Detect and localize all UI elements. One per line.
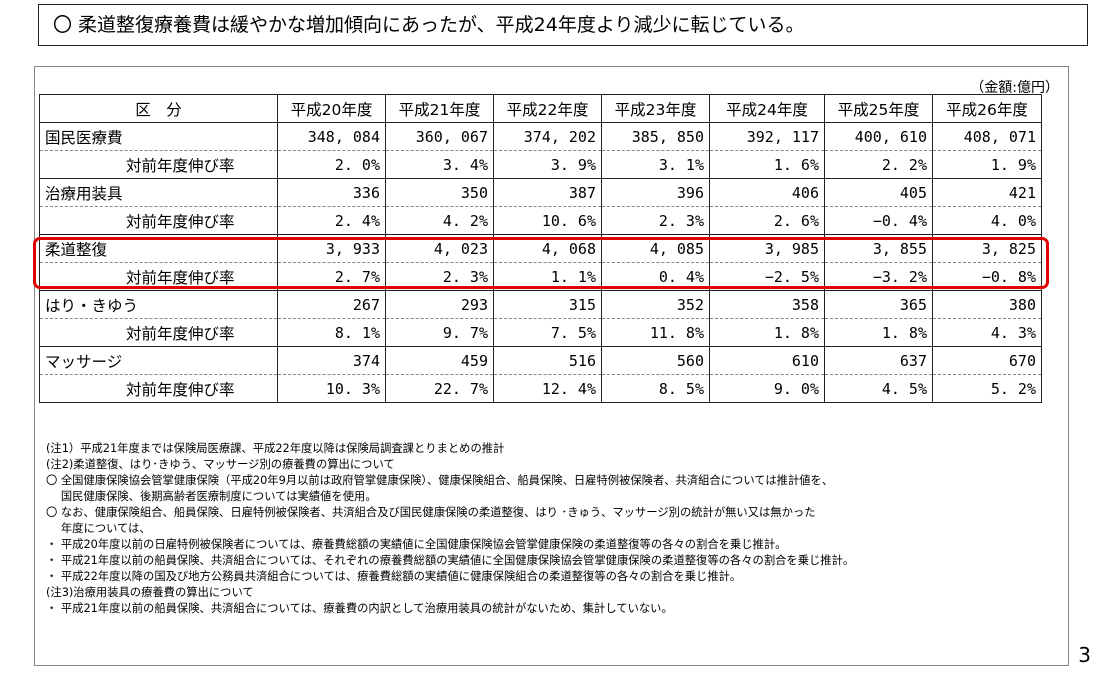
rate-cell: 12. 4% bbox=[493, 374, 602, 403]
rate-label: 対前年度伸び率 bbox=[39, 150, 278, 179]
footnote-line: 〇 なお、健康保険組合、船員保険、日雇特例被保険者、共済組合及び国民健康保険の柔… bbox=[46, 506, 816, 519]
value-cell: 560 bbox=[601, 346, 710, 375]
rate-label: 対前年度伸び率 bbox=[39, 206, 278, 235]
value-cell: 352 bbox=[601, 290, 710, 319]
rate-cell: 1. 6% bbox=[709, 150, 825, 179]
rate-cell: 4. 3% bbox=[932, 318, 1042, 347]
rate-cell: 9. 7% bbox=[385, 318, 494, 347]
table-row: 国民医療費 348, 084 360, 067 374, 202 385, 850 392… bbox=[39, 122, 1042, 151]
footnote-line: ・ 平成21年度以前の船員保険、共済組合については、それぞれの療養費総額の実績値… bbox=[46, 554, 855, 567]
value-cell: 350 bbox=[385, 178, 494, 207]
value-cell: 374 bbox=[277, 346, 386, 375]
rate-cell: 7. 5% bbox=[493, 318, 602, 347]
value-cell: 421 bbox=[932, 178, 1042, 207]
value-cell: 358 bbox=[709, 290, 825, 319]
rate-cell: 11. 8% bbox=[601, 318, 710, 347]
header-year: 平成22年度 bbox=[493, 94, 602, 123]
value-cell: 293 bbox=[385, 290, 494, 319]
footnote-line: 国民健康保険、後期高齢者医療制度については実績値を使用。 bbox=[46, 490, 377, 503]
footnote-line: ・ 平成21年度以前の船員保険、共済組合については、療養費の内訳として治療用装具… bbox=[46, 602, 673, 615]
rate-cell: 2. 4% bbox=[277, 206, 386, 235]
header-year: 平成26年度 bbox=[932, 94, 1042, 123]
rate-cell: 10. 6% bbox=[493, 206, 602, 235]
header-category: 区 分 bbox=[39, 94, 278, 123]
rate-cell: 10. 3% bbox=[277, 374, 386, 403]
rate-cell: 4. 0% bbox=[932, 206, 1042, 235]
value-cell: 387 bbox=[493, 178, 602, 207]
rate-cell: 3. 9% bbox=[493, 150, 602, 179]
table-row: 対前年度伸び率 8. 1% 9. 7% 7. 5% 11. 8% 1. 8% 1. 8% 4.… bbox=[39, 318, 1042, 347]
rate-cell: 2. 0% bbox=[277, 150, 386, 179]
value-cell: 406 bbox=[709, 178, 825, 207]
row-category-label: 治療用装具 bbox=[39, 178, 278, 207]
page-number: 3 bbox=[1078, 643, 1091, 667]
rate-cell: −0. 4% bbox=[824, 206, 933, 235]
footnotes: (注1）平成21年度までは保険局医療課、平成22年度以降は保険局調査課とりまとめ… bbox=[46, 441, 1046, 617]
table-row: マッサージ 374 459 516 560 610 637 670 bbox=[39, 346, 1042, 375]
header-year: 平成25年度 bbox=[824, 94, 933, 123]
rate-label: 対前年度伸び率 bbox=[39, 318, 278, 347]
value-cell: 516 bbox=[493, 346, 602, 375]
table-header-row: 区 分 平成20年度 平成21年度 平成22年度 平成23年度 平成24年度 平… bbox=[39, 94, 1042, 123]
value-cell: 374, 202 bbox=[493, 122, 602, 151]
rate-label: 対前年度伸び率 bbox=[39, 374, 278, 403]
value-cell: 408, 071 bbox=[932, 122, 1042, 151]
rate-cell: 22. 7% bbox=[385, 374, 494, 403]
row-category-label: 国民医療費 bbox=[39, 122, 278, 151]
row-category-label: はり・きゆう bbox=[39, 290, 278, 319]
row-category-label: マッサージ bbox=[39, 346, 278, 375]
value-cell: 670 bbox=[932, 346, 1042, 375]
headline: 〇 柔道整復療養費は緩やかな増加傾向にあったが、平成24年度より減少に転じている… bbox=[38, 4, 1088, 46]
expense-table: 区 分 平成20年度 平成21年度 平成22年度 平成23年度 平成24年度 平… bbox=[39, 94, 1042, 403]
rate-cell: 8. 5% bbox=[601, 374, 710, 403]
rate-cell: 3. 1% bbox=[601, 150, 710, 179]
header-year: 平成23年度 bbox=[601, 94, 710, 123]
footnote-line: (注3)治療用装具の療養費の算出について bbox=[46, 586, 254, 599]
table-row: 対前年度伸び率 2. 0% 3. 4% 3. 9% 3. 1% 1. 6% 2. 2% 1. … bbox=[39, 150, 1042, 179]
footnote-line: ・ 平成20年度以前の日雇特例被保険者については、療養費総額の実績値に全国健康保… bbox=[46, 538, 787, 551]
table-row: 対前年度伸び率 2. 4% 4. 2% 10. 6% 2. 3% 2. 6% −0. 4% 4… bbox=[39, 206, 1042, 235]
rate-cell: 5. 2% bbox=[932, 374, 1042, 403]
table-row: 治療用装具 336 350 387 396 406 405 421 bbox=[39, 178, 1042, 207]
rate-cell: 4. 2% bbox=[385, 206, 494, 235]
value-cell: 385, 850 bbox=[601, 122, 710, 151]
unit-label: （金額:億円） bbox=[970, 80, 1059, 96]
value-cell: 348, 084 bbox=[277, 122, 386, 151]
value-cell: 315 bbox=[493, 290, 602, 319]
value-cell: 336 bbox=[277, 178, 386, 207]
rate-cell: 1. 9% bbox=[932, 150, 1042, 179]
value-cell: 396 bbox=[601, 178, 710, 207]
value-cell: 459 bbox=[385, 346, 494, 375]
footnote-line: ・ 平成22年度以降の国及び地方公務員共済組合については、療養費総額の実績値に健… bbox=[46, 570, 742, 583]
footnote-line: (注1）平成21年度までは保険局医療課、平成22年度以降は保険局調査課とりまとめ… bbox=[46, 442, 505, 455]
rate-cell: 1. 8% bbox=[824, 318, 933, 347]
content-panel bbox=[34, 66, 1069, 666]
rate-cell: 8. 1% bbox=[277, 318, 386, 347]
value-cell: 637 bbox=[824, 346, 933, 375]
value-cell: 365 bbox=[824, 290, 933, 319]
value-cell: 610 bbox=[709, 346, 825, 375]
header-year: 平成21年度 bbox=[385, 94, 494, 123]
footnote-line: (注2)柔道整復、はり･きゆう、マッサージ別の療養費の算出について bbox=[46, 458, 395, 471]
footnote-line: 〇 全国健康保険協会管掌健康保険（平成20年9月以前は政府管掌健康保険）、健康保… bbox=[46, 474, 834, 487]
judo-highlight-box bbox=[33, 237, 1049, 289]
value-cell: 380 bbox=[932, 290, 1042, 319]
header-year: 平成20年度 bbox=[277, 94, 386, 123]
rate-cell: 1. 8% bbox=[709, 318, 825, 347]
table-row: 対前年度伸び率 10. 3% 22. 7% 12. 4% 8. 5% 9. 0% 4. 5%… bbox=[39, 374, 1042, 403]
table-row: はり・きゆう 267 293 315 352 358 365 380 bbox=[39, 290, 1042, 319]
footnote-line: 年度については、 bbox=[46, 522, 151, 535]
header-year: 平成24年度 bbox=[709, 94, 825, 123]
rate-cell: 2. 6% bbox=[709, 206, 825, 235]
rate-cell: 9. 0% bbox=[709, 374, 825, 403]
rate-cell: 4. 5% bbox=[824, 374, 933, 403]
value-cell: 400, 610 bbox=[824, 122, 933, 151]
value-cell: 405 bbox=[824, 178, 933, 207]
rate-cell: 2. 3% bbox=[601, 206, 710, 235]
value-cell: 267 bbox=[277, 290, 386, 319]
rate-cell: 2. 2% bbox=[824, 150, 933, 179]
value-cell: 360, 067 bbox=[385, 122, 494, 151]
value-cell: 392, 117 bbox=[709, 122, 825, 151]
rate-cell: 3. 4% bbox=[385, 150, 494, 179]
